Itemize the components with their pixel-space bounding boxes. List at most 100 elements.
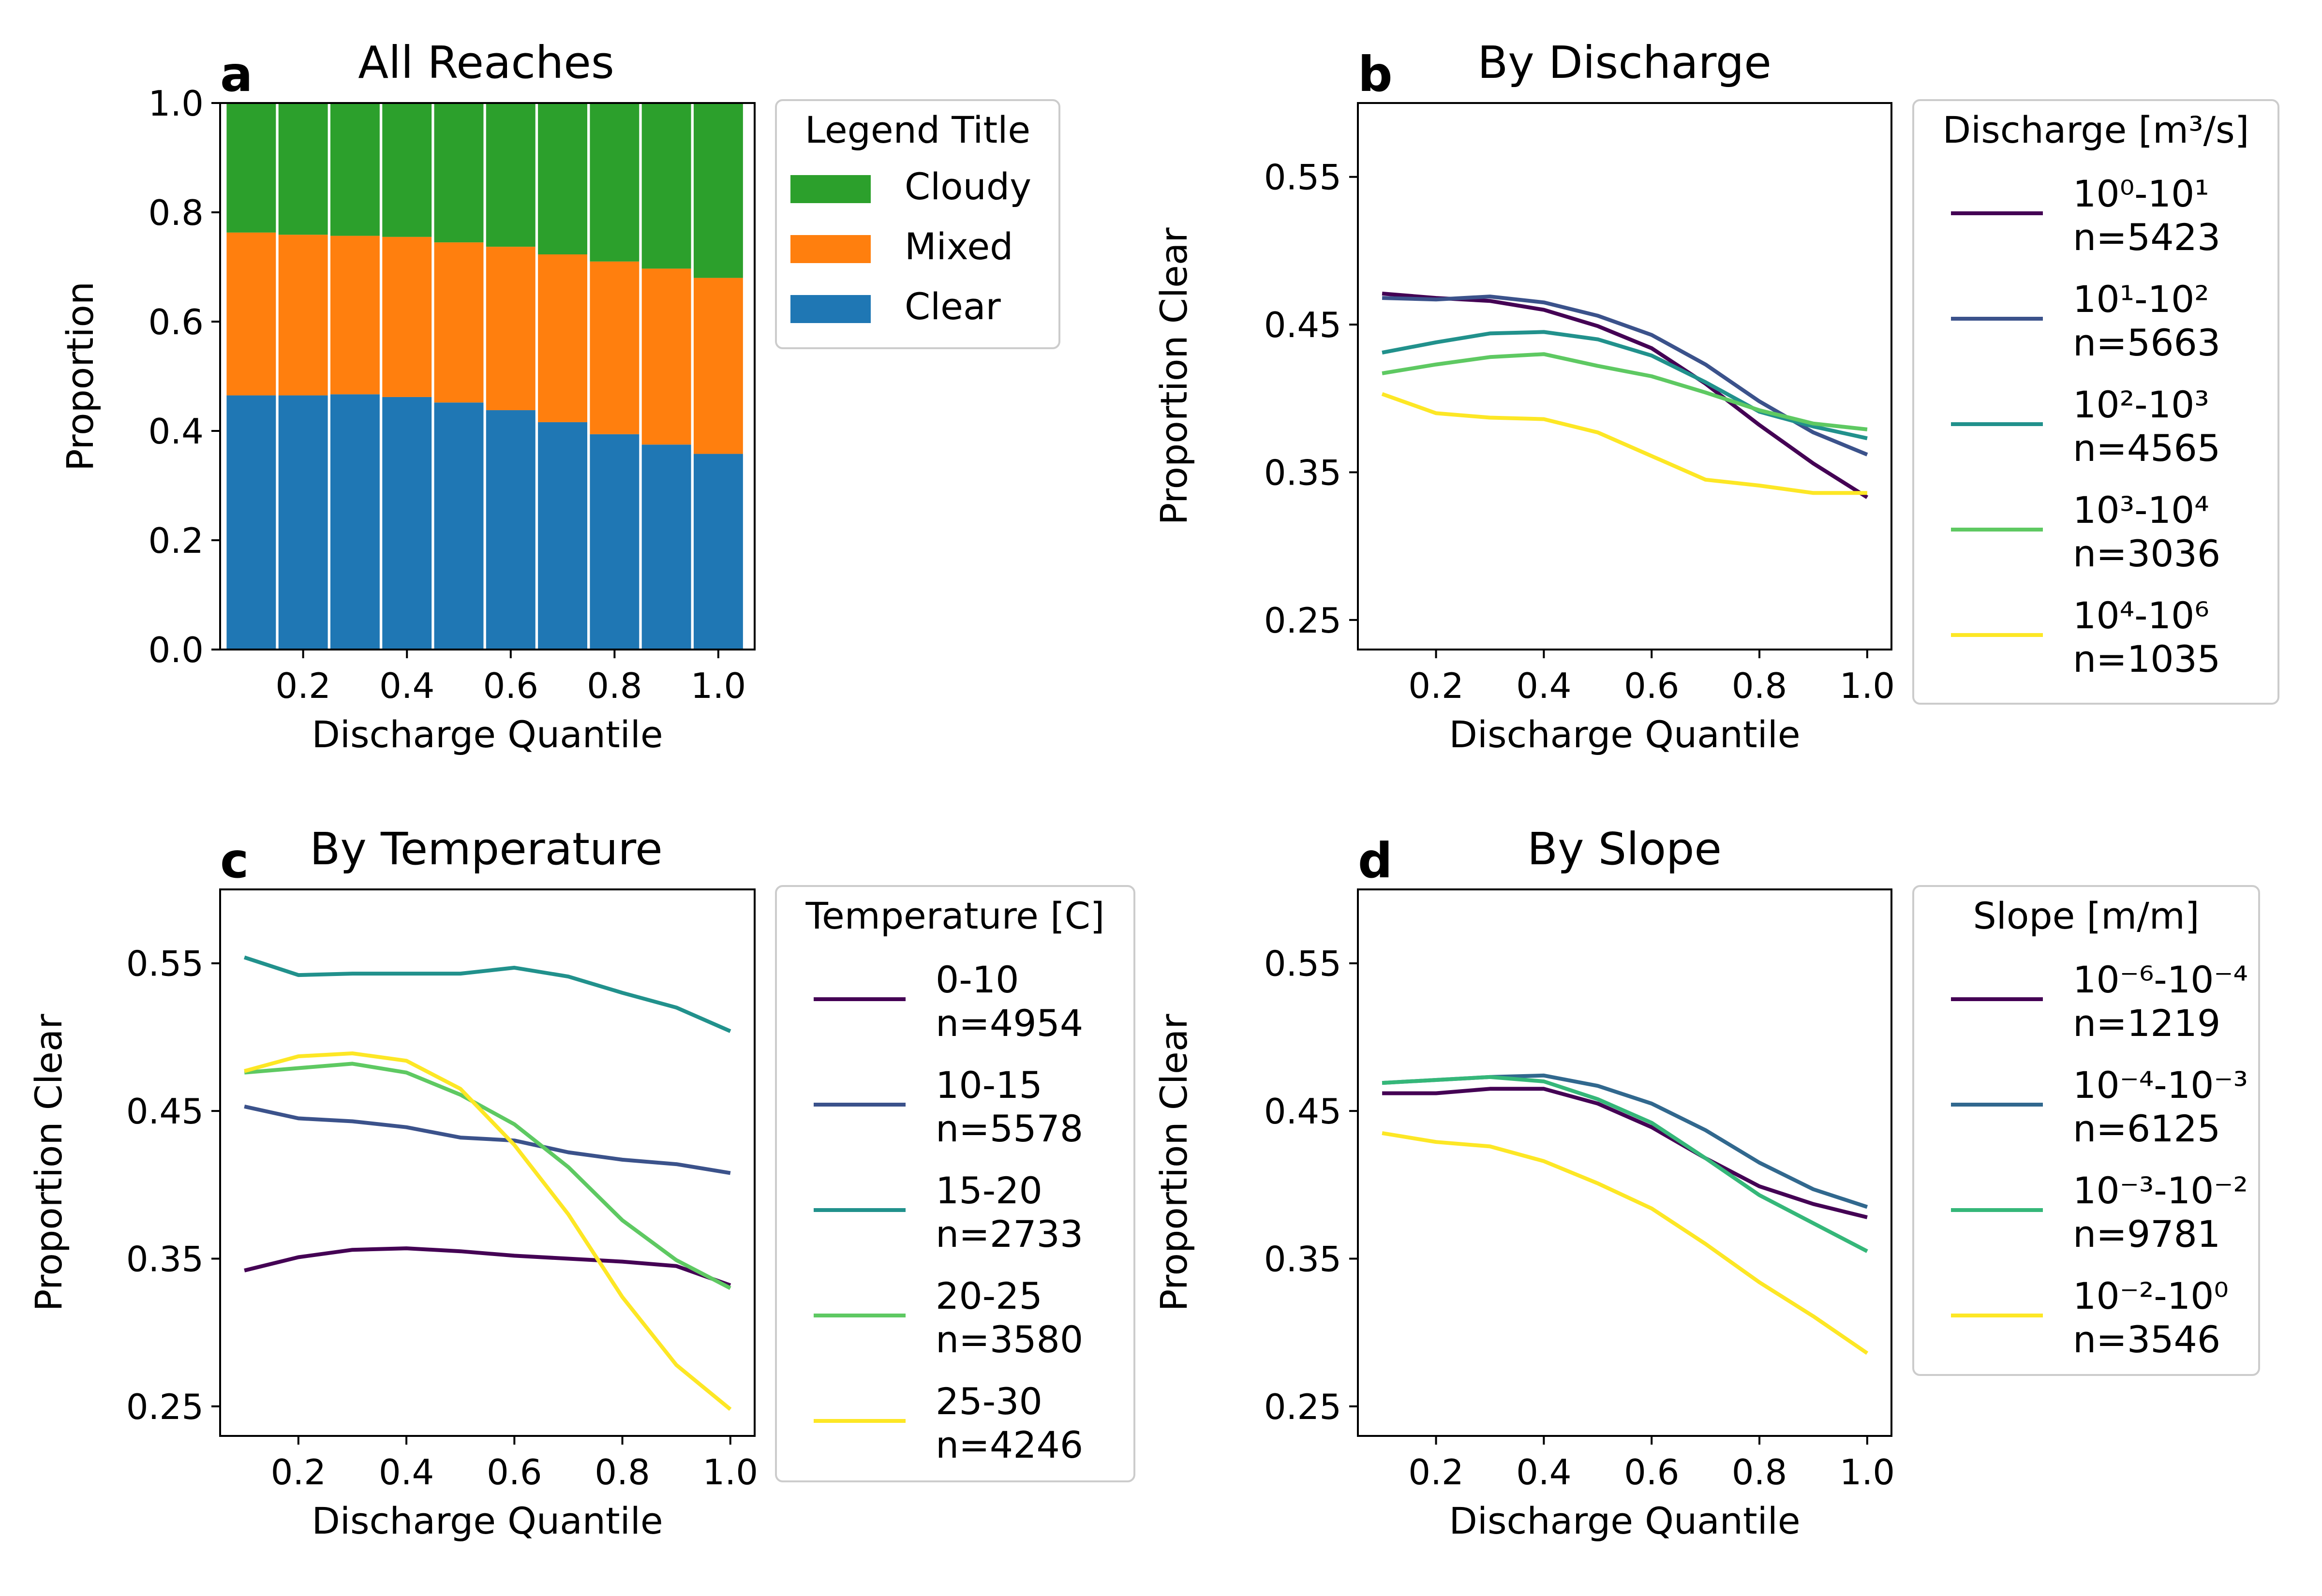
bar-mixed-0.1 xyxy=(226,232,276,396)
series-line-1 xyxy=(244,1246,731,1287)
y-tick-label: 0.8 xyxy=(148,192,204,233)
bar-clear-0.8 xyxy=(590,434,640,650)
legend-range-label: 10³-10⁴ xyxy=(2073,488,2209,532)
legend-range-label: 10⁴-10⁶ xyxy=(2073,594,2209,637)
bar-cloudy-0.5 xyxy=(434,103,484,243)
bar-mixed-0.4 xyxy=(382,236,432,397)
series-line-2 xyxy=(244,1104,731,1175)
x-tick-label: 0.2 xyxy=(271,1452,327,1493)
legend-box xyxy=(775,885,1135,1482)
x-tick-label: 0.8 xyxy=(1732,1452,1787,1493)
legend-count-label: n=5423 xyxy=(2073,216,2220,259)
panel-title: By Discharge xyxy=(1477,37,1771,89)
legend-range-label: 10⁻³-10⁻² xyxy=(2073,1169,2248,1212)
x-tick-label: 0.6 xyxy=(483,665,539,706)
panel-b: 0.2 0.4 0.6 0.8 1.0 0.25 0.35 0.45 0.55 Discharge… xyxy=(1152,37,2279,756)
y-axis-label: Proportion Clear xyxy=(1152,227,1195,525)
x-axis-label: Discharge Quantile xyxy=(312,1499,663,1542)
x-tick-label: 0.6 xyxy=(1624,665,1680,706)
bar-cloudy-0.2 xyxy=(278,103,328,235)
bar-clear-0.5 xyxy=(434,402,484,650)
x-tick-label: 0.4 xyxy=(1516,1452,1572,1493)
y-axis-label: Proportion Clear xyxy=(1152,1014,1195,1312)
bar-mixed-0.9 xyxy=(641,268,691,445)
bar-cloudy-0.8 xyxy=(590,103,640,262)
bar-cloudy-0.9 xyxy=(641,103,691,269)
stacked-bars xyxy=(226,103,743,650)
series-line-3 xyxy=(243,955,731,1033)
bar-cloudy-1 xyxy=(693,103,743,278)
series-line-3 xyxy=(1382,1075,1868,1253)
legend-range-label: 10-15 xyxy=(936,1064,1042,1107)
legend-title: Legend Title xyxy=(805,108,1030,151)
panel-letter: b xyxy=(1358,46,1393,103)
x-tick-label: 0.6 xyxy=(1624,1452,1680,1493)
bar-clear-0.1 xyxy=(226,395,276,650)
bar-clear-0.4 xyxy=(382,397,432,650)
x-tick-label: 1.0 xyxy=(1840,1452,1895,1493)
x-axis-label: Discharge Quantile xyxy=(1449,1499,1800,1542)
legend-count-label: n=9781 xyxy=(2073,1212,2220,1256)
panel-letter: c xyxy=(220,832,249,889)
legend: Temperature [C] 0-10n=4954 10-15n=5578 15-2… xyxy=(775,885,1135,1482)
series-line-4 xyxy=(1382,352,1868,431)
legend-range-label: 10⁰-10¹ xyxy=(2073,172,2209,215)
legend-range-label: 10⁻⁴-10⁻³ xyxy=(2073,1064,2248,1107)
legend-box xyxy=(775,99,1060,349)
legend-count-label: n=5663 xyxy=(2073,321,2220,364)
series-line-5 xyxy=(1381,392,1867,495)
y-tick-label: 0.4 xyxy=(148,411,204,452)
bar-clear-0.3 xyxy=(330,394,380,650)
y-tick-label: 0.6 xyxy=(148,302,204,342)
legend: Legend Title Cloudy Mixed Clear xyxy=(775,99,1060,349)
axes-frame xyxy=(1357,102,1892,650)
x-tick-label: 0.4 xyxy=(379,665,435,706)
legend-count-label: n=2733 xyxy=(936,1212,1083,1256)
legend-count-label: n=4954 xyxy=(936,1002,1083,1045)
legend-swatch-mixed xyxy=(790,235,871,263)
y-tick-label: 0.45 xyxy=(1264,305,1341,345)
legend-range-label: 0-10 xyxy=(936,958,1019,1001)
bar-mixed-0.3 xyxy=(330,236,380,395)
y-tick-label: 1.0 xyxy=(148,83,204,124)
bar-mixed-0.8 xyxy=(590,261,640,434)
x-tick-label: 0.4 xyxy=(1516,665,1572,706)
series-lines xyxy=(1382,1073,1869,1355)
bar-cloudy-0.3 xyxy=(330,103,380,236)
legend-range-label: 20-25 xyxy=(936,1274,1042,1317)
x-tick-label: 1.0 xyxy=(1840,665,1895,706)
legend-title: Discharge [m³/s] xyxy=(1943,108,2249,151)
legend-title: Slope [m/m] xyxy=(1973,894,2200,937)
legend-range-label: 10¹-10² xyxy=(2073,278,2209,321)
bar-clear-0.6 xyxy=(486,410,536,650)
series-lines xyxy=(243,955,732,1411)
axes-frame xyxy=(1357,888,1892,1437)
legend-label-cloudy: Cloudy xyxy=(905,165,1031,208)
bar-mixed-0.6 xyxy=(486,247,536,411)
x-tick-label: 1.0 xyxy=(703,1452,759,1493)
legend-count-label: n=3546 xyxy=(2073,1318,2220,1361)
legend-swatch-clear xyxy=(790,295,871,323)
legend: Slope [m/m] 10⁻⁶-10⁻⁴n=1219 10⁻⁴-10⁻³n=612… xyxy=(1912,885,2260,1376)
legend-range-label: 10⁻²-10⁰ xyxy=(2073,1274,2229,1317)
legend-count-label: n=3036 xyxy=(2073,532,2220,575)
y-tick-label: 0.25 xyxy=(1264,1387,1341,1427)
x-tick-label: 1.0 xyxy=(691,665,746,706)
x-tick-label: 0.2 xyxy=(275,665,331,706)
y-tick-label: 0.0 xyxy=(148,630,204,670)
legend-box xyxy=(1912,885,2260,1376)
y-tick-label: 0.35 xyxy=(1264,453,1341,493)
y-tick-label: 0.35 xyxy=(1264,1239,1341,1280)
legend-count-label: n=6125 xyxy=(2073,1107,2220,1150)
panel-letter: d xyxy=(1358,832,1393,889)
bar-cloudy-0.4 xyxy=(382,103,432,237)
legend-range-label: 15-20 xyxy=(936,1169,1042,1212)
x-tick-label: 0.2 xyxy=(1408,1452,1464,1493)
bar-clear-0.7 xyxy=(538,422,588,650)
legend-range-label: 10²-10³ xyxy=(2073,383,2209,426)
legend-swatch-cloudy xyxy=(790,175,871,203)
axes-frame xyxy=(219,102,756,650)
y-tick-label: 0.55 xyxy=(1264,157,1341,198)
legend-range-label: 25-30 xyxy=(936,1380,1042,1423)
